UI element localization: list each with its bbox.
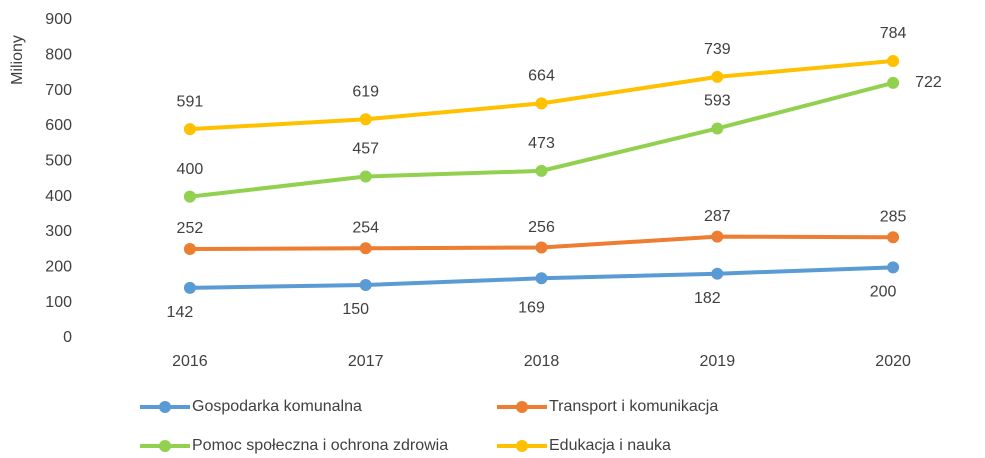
y-tick-label: 900	[45, 11, 72, 28]
y-tick-label: 500	[45, 153, 72, 170]
marker	[711, 70, 724, 83]
data-label: 739	[704, 41, 731, 58]
data-label: 593	[704, 93, 731, 110]
data-label: 664	[528, 68, 555, 85]
y-tick-label: 600	[45, 117, 72, 134]
data-label: 254	[352, 219, 379, 236]
marker	[887, 231, 900, 244]
y-axis-title: Miliony	[9, 35, 26, 85]
marker	[887, 261, 900, 274]
marker	[535, 241, 548, 254]
marker	[711, 122, 724, 135]
data-label: 150	[342, 301, 369, 318]
data-label: 287	[704, 208, 731, 225]
data-label: 457	[352, 141, 379, 158]
legend-label: Edukacja i nauka	[549, 437, 671, 454]
y-tick-label: 100	[45, 294, 72, 311]
legend-marker	[516, 401, 528, 413]
y-tick-label: 700	[45, 82, 72, 99]
marker	[711, 267, 724, 280]
marker	[359, 279, 372, 291]
marker	[887, 54, 900, 67]
data-label: 182	[694, 290, 721, 307]
data-label: 722	[915, 74, 942, 91]
marker	[535, 97, 548, 110]
data-label: 784	[880, 25, 907, 42]
marker	[359, 242, 372, 255]
data-label: 169	[518, 300, 545, 317]
x-tick-label: 2016	[172, 353, 208, 370]
x-tick-label: 2017	[348, 353, 384, 370]
data-label: 619	[352, 84, 379, 101]
y-tick-label: 0	[63, 329, 72, 346]
marker	[711, 230, 724, 243]
legend-marker	[516, 440, 528, 452]
marker	[359, 170, 372, 183]
legend-marker	[159, 440, 171, 452]
data-label: 473	[528, 135, 555, 152]
marker	[359, 113, 372, 126]
legend-marker	[159, 401, 171, 413]
marker	[535, 272, 548, 285]
marker	[183, 242, 196, 255]
y-tick-label: 200	[45, 259, 72, 276]
data-label: 142	[167, 304, 194, 321]
x-tick-label: 2019	[700, 353, 736, 370]
marker	[183, 123, 196, 136]
legend-label: Transport i komunikacja	[549, 398, 718, 415]
data-label: 285	[880, 209, 907, 226]
marker	[183, 190, 196, 203]
data-label: 256	[528, 219, 555, 236]
y-tick-label: 400	[45, 188, 72, 205]
legend-label: Pomoc społeczna i ochrona zdrowia	[192, 437, 448, 454]
data-label: 200	[870, 284, 897, 301]
data-label: 591	[177, 93, 204, 110]
y-tick-label: 300	[45, 223, 72, 240]
legend-label: Gospodarka komunalna	[192, 398, 362, 415]
x-tick-label: 2020	[875, 353, 911, 370]
marker	[887, 76, 900, 89]
x-tick-label: 2018	[524, 353, 560, 370]
y-tick-label: 800	[45, 47, 72, 64]
data-label: 400	[177, 161, 204, 178]
marker	[535, 164, 548, 177]
data-label: 252	[177, 220, 204, 237]
marker	[183, 281, 196, 294]
